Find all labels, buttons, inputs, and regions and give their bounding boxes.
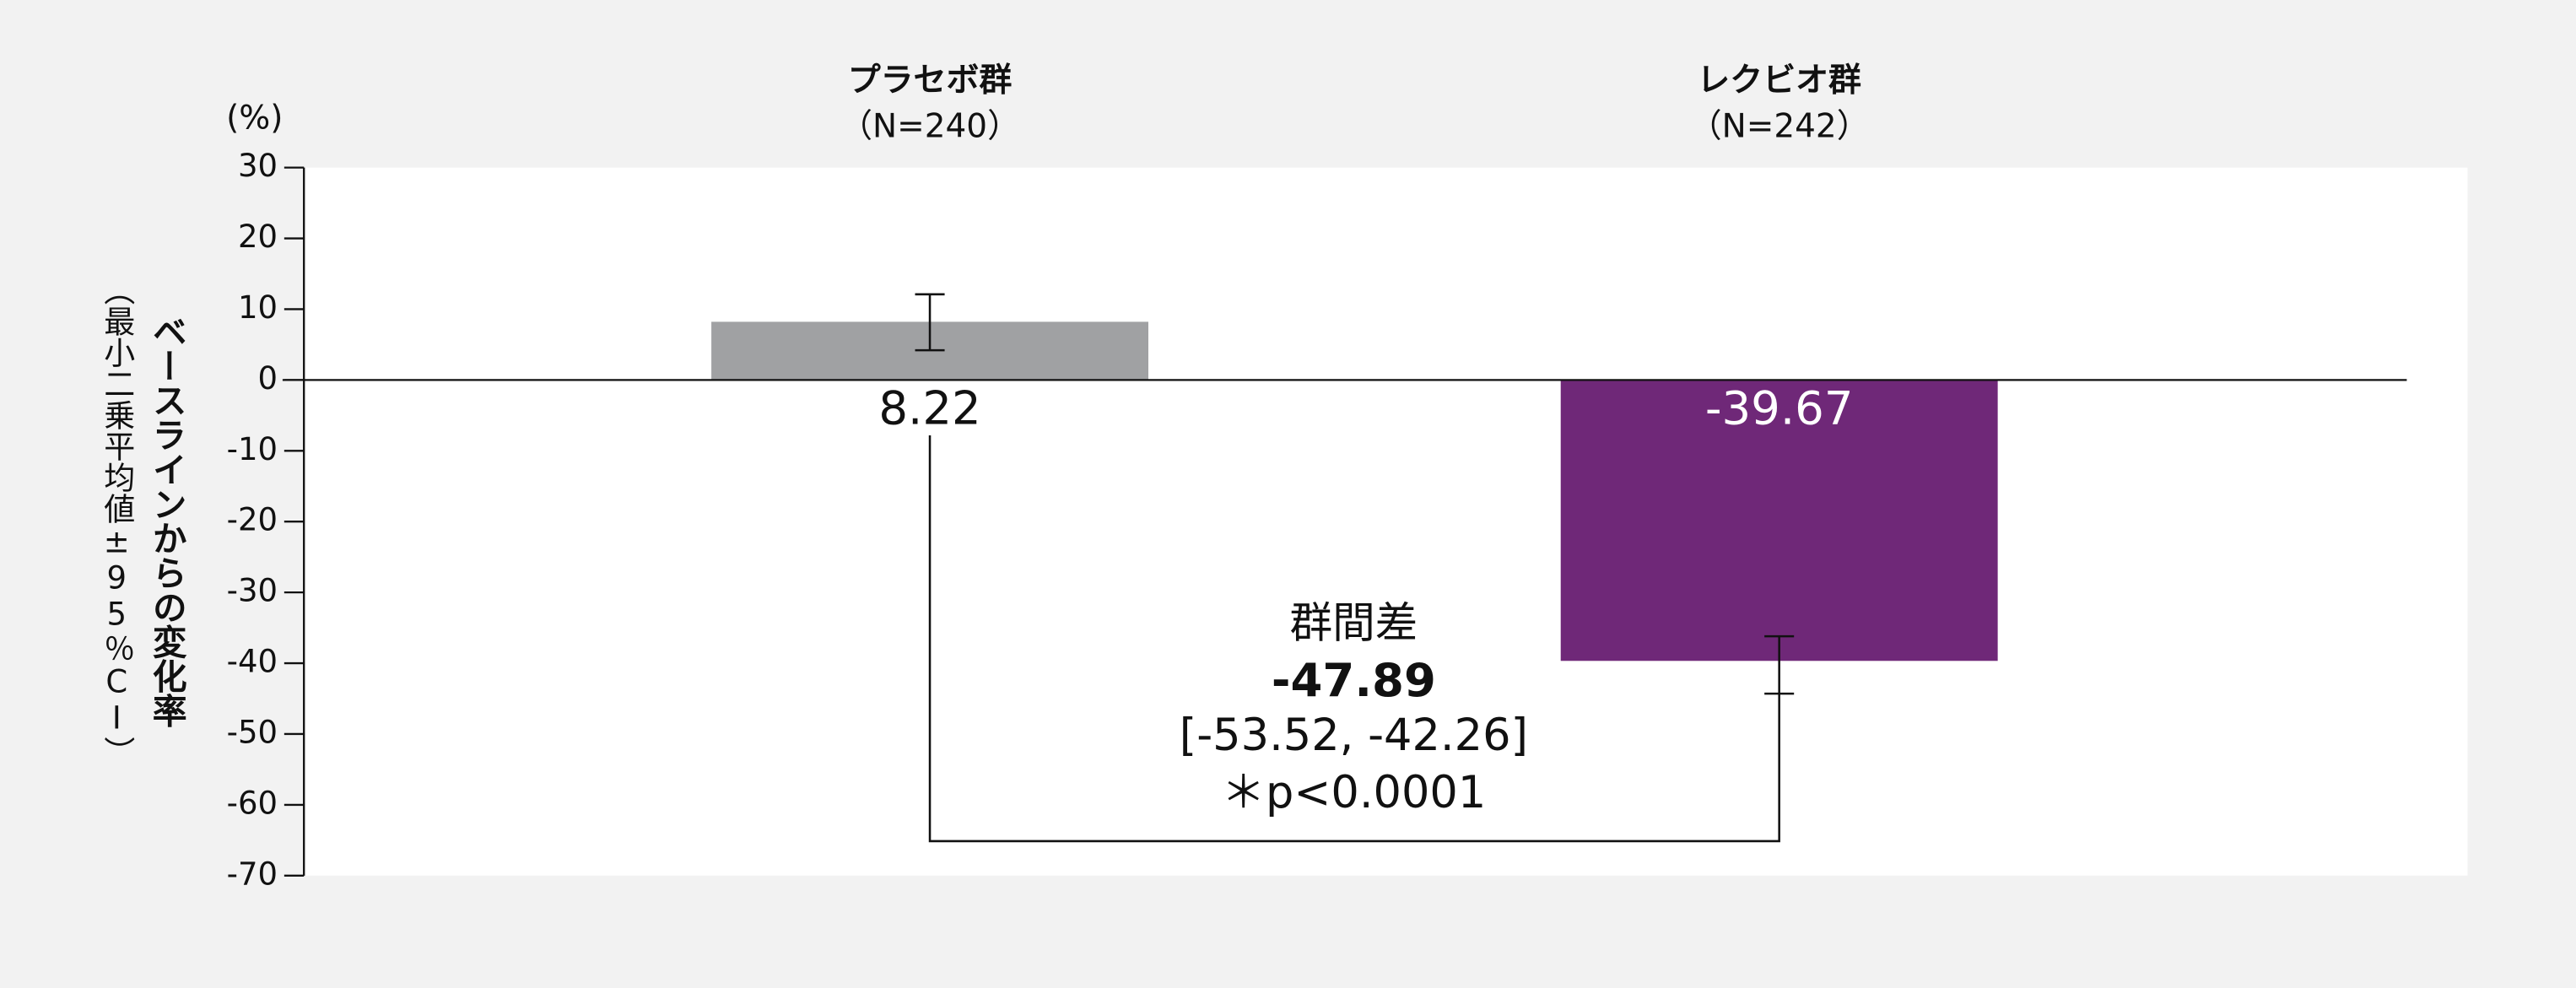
category-label: プラセボ群 bbox=[848, 62, 1013, 100]
y-tick-label: -50 bbox=[227, 714, 278, 750]
category-label: レクビオ群 bbox=[1697, 62, 1861, 100]
y-tick-label: 30 bbox=[238, 148, 278, 184]
plot-area bbox=[304, 167, 2468, 876]
y-axis-title: ベースラインからの変化率 bbox=[147, 314, 187, 728]
error-bar bbox=[915, 293, 945, 352]
marks: 30 20 10 0 -10 -20 -30 -40 -50 -60 -70 8.22 プラセボ群 （N=… bbox=[227, 62, 2407, 892]
category-sublabel: （N=242） bbox=[1689, 107, 1870, 145]
y-tick-label: -10 bbox=[227, 431, 278, 467]
comparison-bracket bbox=[928, 435, 1780, 843]
y-tick-label: 10 bbox=[238, 289, 278, 326]
y-unit: (%) bbox=[226, 100, 283, 138]
y-tick-label: 20 bbox=[238, 219, 278, 255]
bar bbox=[1560, 380, 1998, 661]
difference-label: 群間差 bbox=[1289, 597, 1418, 647]
difference-ci: [-53.52, -42.26] bbox=[1180, 710, 1528, 761]
y-tick-label: -70 bbox=[227, 856, 278, 892]
difference-value: -47.89 bbox=[1272, 653, 1436, 707]
y-tick-label: -20 bbox=[227, 502, 278, 538]
category-sublabel: （N=240） bbox=[840, 107, 1020, 145]
y-tick-label: -40 bbox=[227, 644, 278, 680]
data-label: -39.67 bbox=[1705, 381, 1854, 435]
p-value: ＊p<0.0001 bbox=[1221, 767, 1486, 818]
data-label: 8.22 bbox=[878, 381, 980, 435]
y-axis-subtitle: （最小二乗平均値±95％CI） bbox=[99, 274, 135, 768]
y-tick-label: -60 bbox=[227, 785, 278, 821]
y-tick-label: -30 bbox=[227, 573, 278, 609]
y-tick-label: 0 bbox=[258, 360, 278, 397]
